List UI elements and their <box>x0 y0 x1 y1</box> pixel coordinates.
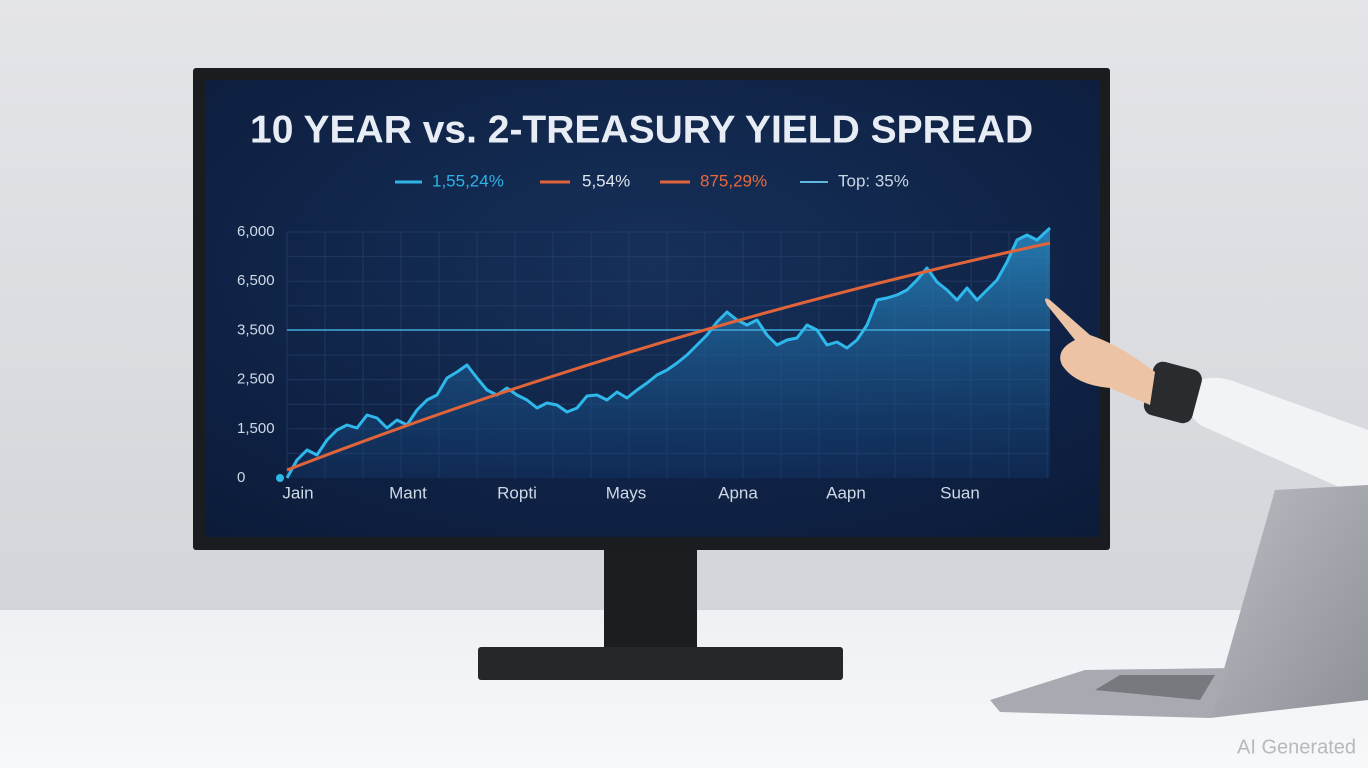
watch <box>1143 361 1202 424</box>
y-label: 1,500 <box>237 420 275 437</box>
legend: 1,55,24% 5,54% 875,29% Top: 35% <box>395 171 909 190</box>
origin-dot <box>276 474 284 482</box>
spread-line <box>285 226 1052 479</box>
y-label: 6,500 <box>237 272 275 289</box>
keyboard <box>1095 675 1215 700</box>
legend-label: 875,29% <box>700 171 767 190</box>
trend-line <box>286 241 1051 472</box>
laptop-lid <box>1210 485 1368 718</box>
legend-label: 5,54% <box>582 171 630 190</box>
skin <box>1045 298 1155 405</box>
chart-title: 10 YEAR vs. 2-TREASURY YIELD SPREAD <box>250 108 1033 151</box>
x-label: Apna <box>718 483 758 502</box>
y-label: 6,000 <box>237 223 275 240</box>
area <box>287 228 1050 478</box>
watermark: AI Generated <box>1237 736 1356 758</box>
x-label: Suan <box>940 483 980 502</box>
x-label: Ropti <box>497 483 537 502</box>
y-labels: 6,000 6,500 3,500 2,500 1,500 0 <box>237 223 275 486</box>
monitor-base <box>478 647 843 680</box>
legend-label: 1,55,24% <box>432 171 504 190</box>
monitor-neck <box>604 546 697 654</box>
y-label: 2,500 <box>237 371 275 388</box>
x-label: Mant <box>389 483 427 502</box>
laptop <box>990 485 1368 718</box>
sleeve <box>1180 377 1368 500</box>
x-label: Jain <box>282 483 313 502</box>
x-label: Aapn <box>826 483 866 502</box>
x-label: Mays <box>606 483 647 502</box>
x-labels: Jain Mant Ropti Mays Apna Aapn Suan <box>282 483 979 502</box>
hand <box>1045 298 1368 500</box>
y-label: 3,500 <box>237 321 275 338</box>
legend-label: Top: 35% <box>838 171 909 190</box>
y-label: 0 <box>237 469 245 486</box>
